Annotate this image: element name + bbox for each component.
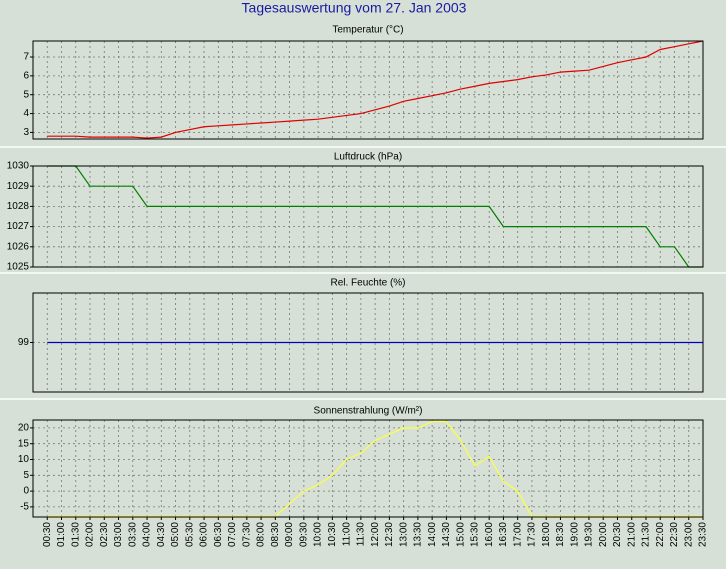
x-tick-label: 02:00 — [85, 522, 96, 547]
x-tick-label: 00:30 — [42, 522, 53, 547]
y-tick-label: 7 — [23, 52, 29, 63]
y-tick-label: 1025 — [7, 262, 30, 273]
page-title: Tagesauswertung vom 27. Jan 2003 — [242, 0, 467, 16]
x-tick-label: 11:30 — [356, 522, 367, 547]
x-tick-label: 11:00 — [341, 522, 352, 547]
y-tick-label: 1026 — [7, 241, 30, 252]
x-tick-label: 23:00 — [683, 522, 694, 547]
plot-frame — [32, 40, 704, 140]
x-tick-label: 15:30 — [470, 522, 481, 547]
x-tick-label: 01:00 — [56, 522, 67, 547]
x-tick-label: 15:00 — [455, 522, 466, 547]
x-tick-label: 08:30 — [270, 522, 281, 547]
y-tick-label: 99 — [18, 337, 30, 348]
x-tick-label: 06:00 — [199, 522, 210, 547]
x-tick-label: 19:00 — [569, 522, 580, 547]
x-tick-label: 04:00 — [142, 522, 153, 547]
x-tick-label: 18:30 — [555, 522, 566, 547]
plot-frame — [32, 292, 704, 393]
x-tick-label: 12:00 — [370, 522, 381, 547]
x-tick-label: 05:30 — [184, 522, 195, 547]
x-tick-label: 12:30 — [384, 522, 395, 547]
y-tick-label: 0 — [23, 486, 29, 497]
x-tick-label: 09:30 — [298, 522, 309, 547]
y-tick-label: 1029 — [7, 181, 30, 192]
x-tick-label: 20:00 — [598, 522, 609, 547]
y-tick-label: 5 — [23, 470, 29, 481]
x-tick-label: 16:00 — [484, 522, 495, 547]
y-tick-label: 15 — [18, 438, 30, 449]
plot-frame — [32, 419, 704, 518]
y-tick-label: 5 — [23, 89, 29, 100]
y-tick-label: 10 — [18, 454, 30, 465]
x-tick-label: 04:30 — [156, 522, 167, 547]
plot-frame — [32, 165, 704, 268]
x-tick-label: 10:30 — [327, 522, 338, 547]
x-tick-label: 20:30 — [612, 522, 623, 547]
y-tick-label: 3 — [23, 127, 29, 138]
x-tick-label: 05:00 — [170, 522, 181, 547]
x-tick-label: 22:00 — [655, 522, 666, 547]
x-tick-label: 21:00 — [626, 522, 637, 547]
panel-title: Luftdruck (hPa) — [334, 152, 402, 163]
y-tick-label: -5 — [20, 502, 29, 513]
x-tick-label: 22:30 — [669, 522, 680, 547]
x-tick-label: 09:00 — [284, 522, 295, 547]
x-tick-label: 06:30 — [213, 522, 224, 547]
plot-area — [33, 420, 703, 517]
x-tick-label: 14:30 — [441, 522, 452, 547]
x-tick-label: 23:30 — [698, 522, 709, 547]
y-tick-label: 6 — [23, 71, 29, 82]
x-tick-label: 10:00 — [313, 522, 324, 547]
y-tick-label: 20 — [18, 423, 30, 434]
x-tick-label: 18:00 — [541, 522, 552, 547]
y-tick-label: 1030 — [7, 161, 30, 172]
x-tick-label: 17:00 — [512, 522, 523, 547]
data-line — [47, 40, 704, 139]
x-tick-label: 17:30 — [527, 522, 538, 547]
x-tick-label: 21:30 — [641, 522, 652, 547]
panel-title: Temperatur (°C) — [332, 25, 403, 36]
x-tick-label: 13:30 — [413, 522, 424, 547]
data-line — [47, 165, 703, 268]
x-tick-label: 07:00 — [227, 522, 238, 547]
x-tick-label: 19:30 — [584, 522, 595, 547]
x-tick-label: 08:00 — [256, 522, 267, 547]
x-tick-label: 13:00 — [398, 522, 409, 547]
x-tick-label: 01:30 — [70, 522, 81, 547]
panel-title: Sonnenstrahlung (W/m²) — [314, 406, 423, 417]
x-tick-label: 03:30 — [127, 522, 138, 547]
plot-area — [33, 166, 703, 267]
x-tick-label: 14:00 — [427, 522, 438, 547]
panel-title: Rel. Feuchte (%) — [330, 278, 405, 289]
data-line — [47, 420, 703, 517]
x-tick-label: 07:30 — [241, 522, 252, 547]
y-tick-label: 1028 — [7, 201, 30, 212]
x-tick-label: 03:00 — [113, 522, 124, 547]
y-tick-label: 4 — [23, 108, 29, 119]
x-tick-label: 16:30 — [498, 522, 509, 547]
plot-area — [33, 41, 703, 139]
x-tick-label: 02:30 — [99, 522, 110, 547]
y-tick-label: 1027 — [7, 221, 30, 232]
